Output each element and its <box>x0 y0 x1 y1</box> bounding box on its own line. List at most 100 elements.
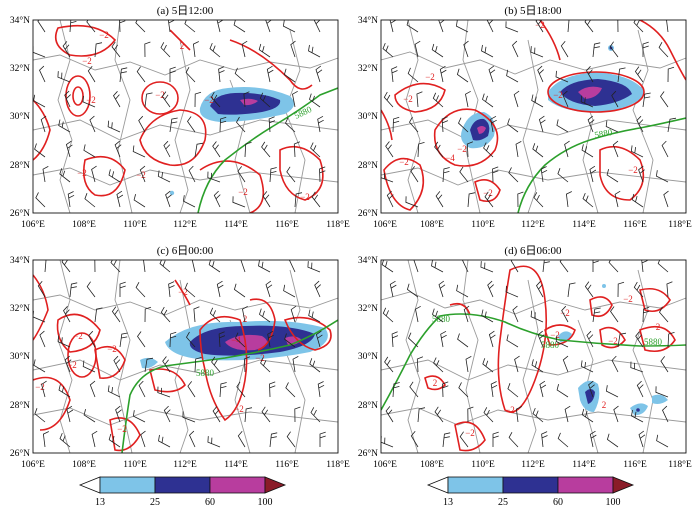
contour-label: −2 <box>399 157 409 167</box>
lat-tick: 34°N <box>10 15 30 26</box>
wind-barb <box>194 91 202 108</box>
wind-barb <box>515 406 522 423</box>
colorbar-tick: 13 <box>443 497 453 508</box>
panel-c-ridge: 5880 <box>121 319 338 453</box>
wind-barb <box>108 169 121 183</box>
wind-barb <box>541 431 548 448</box>
panel-a-title: (a) 5日12:00 <box>157 5 214 17</box>
contour-label: −2 <box>204 95 214 105</box>
wind-barb <box>565 191 572 208</box>
wind-barb <box>37 281 46 298</box>
wind-barb <box>382 307 394 323</box>
wind-barb <box>667 66 675 83</box>
wind-barb <box>410 431 419 448</box>
lon-tick: 114°E <box>224 219 248 230</box>
lon-tick: 108°E <box>72 459 96 470</box>
wind-barb <box>384 356 394 373</box>
wind-barb <box>537 65 544 83</box>
wind-barb <box>667 117 677 133</box>
wind-barb <box>62 41 71 58</box>
wind-barb <box>666 20 669 33</box>
lon-tick: 106°E <box>373 459 397 470</box>
lon-tick: 114°E <box>572 459 596 470</box>
lat-tick: 28°N <box>10 160 30 171</box>
wind-barb <box>556 119 569 133</box>
lat-tick: 28°N <box>358 400 378 411</box>
lon-tick: 118°E <box>326 459 350 470</box>
wind-barb <box>580 95 594 108</box>
wind-barb <box>442 432 451 448</box>
wind-barb <box>111 306 121 323</box>
lon-tick: 112°E <box>173 219 197 230</box>
wind-barb <box>660 356 669 373</box>
wind-barb <box>57 335 71 348</box>
wind-barb <box>457 333 469 348</box>
wind-barb <box>282 20 296 33</box>
wind-barb <box>212 406 221 423</box>
wind-barb <box>41 380 47 398</box>
wind-barb <box>641 260 648 273</box>
wind-barb <box>210 91 221 108</box>
lon-tick: 118°E <box>668 219 692 230</box>
wind-barb <box>207 171 221 183</box>
wind-barb <box>94 42 103 58</box>
wind-barb <box>515 141 522 158</box>
contour-label: 2 <box>433 378 438 388</box>
wind-barb <box>69 20 77 33</box>
wind-barb <box>508 432 519 448</box>
lat-tick: 30°N <box>10 111 30 122</box>
wind-barb <box>158 434 171 448</box>
wind-barb <box>40 115 47 133</box>
wind-barb <box>285 382 296 398</box>
wind-barb <box>417 407 426 423</box>
wind-barb <box>482 358 494 373</box>
wind-barb <box>562 90 569 108</box>
contour-label: 2 <box>243 314 248 324</box>
contour-label: −4 <box>445 153 455 163</box>
wind-barb <box>432 92 444 108</box>
wind-barb <box>182 195 196 208</box>
contour-label: −2 <box>77 168 87 178</box>
wind-barb <box>656 434 669 448</box>
wind-barb <box>657 260 669 273</box>
wind-barb <box>160 42 171 58</box>
wind-barb <box>391 66 398 83</box>
wind-barb <box>69 282 78 298</box>
panel-d-contours <box>424 265 676 452</box>
wind-barb <box>480 261 494 273</box>
wind-barb <box>86 20 96 33</box>
wind-barb <box>381 171 394 183</box>
lat-tick: 26°N <box>10 208 30 219</box>
wind-barb <box>159 260 171 273</box>
wind-barb <box>406 283 419 298</box>
wind-barb <box>63 306 71 323</box>
wind-barb <box>111 41 121 58</box>
panel-a-precip <box>169 87 294 196</box>
wind-barb <box>505 285 519 298</box>
contour-label: −2 <box>628 165 638 175</box>
wind-barb <box>310 407 321 423</box>
wind-barb <box>309 93 321 108</box>
panel-a-contours <box>33 24 324 213</box>
wind-barb <box>266 65 274 83</box>
colorbar-tick: 25 <box>150 497 160 508</box>
panel-c-precip <box>140 320 328 369</box>
colorbar-tick: 13 <box>95 497 105 508</box>
wind-barb <box>467 192 476 208</box>
panel-d-title: (d) 6日06:00 <box>504 245 562 257</box>
wind-barb <box>235 332 246 348</box>
wind-barb <box>283 68 296 83</box>
lon-tick: 116°E <box>623 459 647 470</box>
wind-barb <box>137 331 146 348</box>
wind-barb <box>237 166 246 183</box>
wind-barb <box>314 280 321 298</box>
wind-barb <box>589 165 597 183</box>
lat-tick: 34°N <box>358 15 378 26</box>
wind-barb <box>663 190 669 208</box>
wind-barb <box>456 68 469 83</box>
wind-barb <box>592 260 599 272</box>
wind-barb <box>308 309 321 323</box>
lon-tick: 116°E <box>275 219 299 230</box>
wind-barb <box>458 382 469 398</box>
lat-tick: 32°N <box>10 303 30 314</box>
